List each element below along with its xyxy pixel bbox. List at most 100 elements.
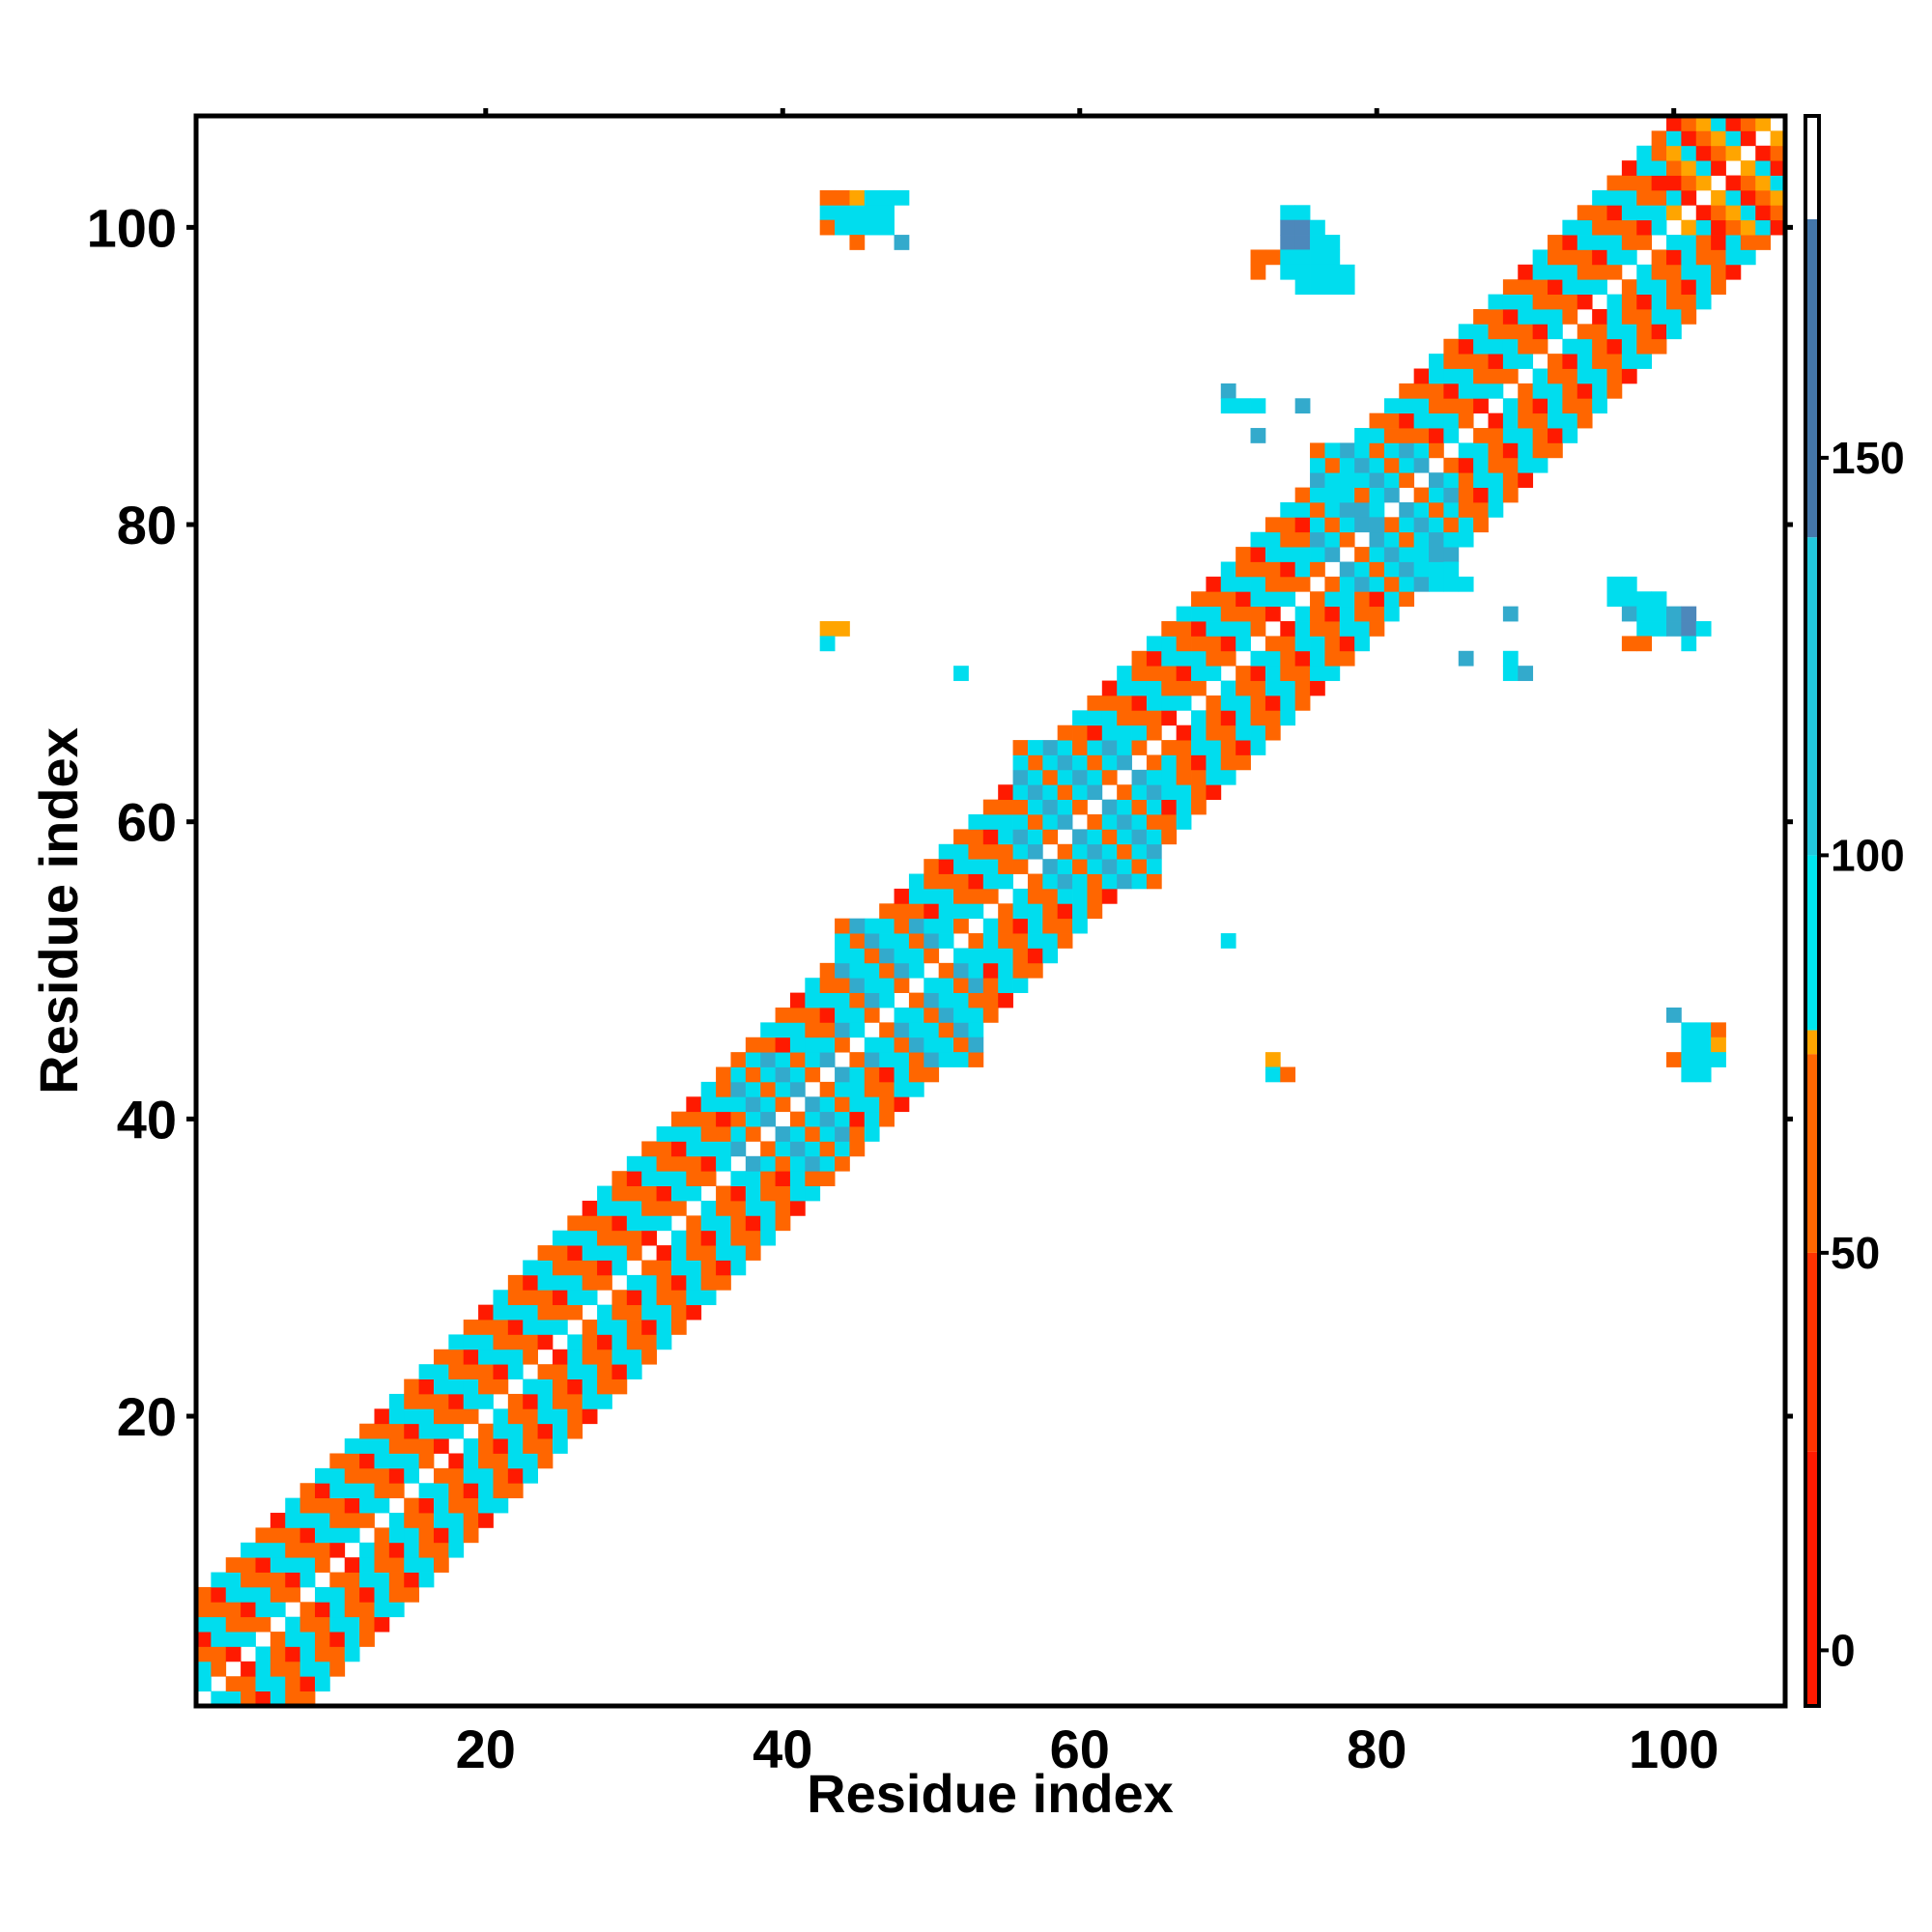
heatmap-cell xyxy=(1473,487,1489,503)
heatmap-cell xyxy=(567,1260,583,1276)
heatmap-cell xyxy=(1740,130,1756,147)
heatmap-cell xyxy=(1012,740,1029,755)
heatmap-cell xyxy=(849,1111,866,1127)
heatmap-cell xyxy=(1532,338,1548,355)
heatmap-cell xyxy=(656,1304,672,1321)
heatmap-cell xyxy=(745,1081,761,1097)
heatmap-cell xyxy=(1666,606,1682,622)
heatmap-cell xyxy=(1339,636,1355,652)
heatmap-cell xyxy=(760,1200,776,1216)
heatmap-cell xyxy=(775,1096,791,1113)
heatmap-cell xyxy=(404,1557,419,1573)
heatmap-cell xyxy=(478,1467,494,1484)
heatmap-cell xyxy=(745,1171,761,1186)
heatmap-cell xyxy=(1636,175,1653,191)
heatmap-cell xyxy=(537,1453,554,1469)
heatmap-cell xyxy=(493,1304,509,1321)
heatmap-cell xyxy=(1383,472,1400,488)
heatmap-cell xyxy=(938,918,954,934)
heatmap-cell xyxy=(285,1586,301,1603)
heatmap-cell xyxy=(1101,695,1118,711)
heatmap-cell xyxy=(1354,517,1370,533)
heatmap-cell xyxy=(478,1304,494,1321)
heatmap-cell xyxy=(1339,279,1355,295)
heatmap-cell xyxy=(982,873,999,890)
heatmap-cell xyxy=(953,1052,969,1067)
heatmap-cell xyxy=(1236,591,1251,608)
heatmap-cell xyxy=(1191,740,1207,755)
heatmap-cell xyxy=(270,1646,286,1662)
heatmap-cell xyxy=(1383,547,1400,562)
heatmap-cell xyxy=(1161,829,1178,845)
heatmap-cell xyxy=(1488,324,1504,340)
heatmap-cell xyxy=(1369,517,1385,533)
heatmap-cell xyxy=(255,1542,271,1558)
heatmap-cell xyxy=(1725,175,1742,191)
heatmap-cell xyxy=(1146,650,1162,667)
heatmap-cell xyxy=(700,1245,717,1261)
heatmap-cell xyxy=(552,1364,568,1379)
heatmap-cell xyxy=(1548,279,1563,295)
heatmap-cell xyxy=(1072,888,1088,904)
heatmap-cell xyxy=(700,1215,717,1232)
heatmap-cell xyxy=(1502,294,1519,310)
heatmap-cell xyxy=(433,1483,449,1499)
heatmap-cell xyxy=(1502,606,1519,622)
heatmap-cell xyxy=(894,1052,910,1067)
heatmap-cell xyxy=(299,1497,316,1514)
heatmap-cell xyxy=(1606,264,1623,280)
heatmap-cell xyxy=(1518,324,1534,340)
heatmap-cell xyxy=(611,1304,628,1321)
heatmap-cell xyxy=(1473,398,1489,414)
heatmap-cell xyxy=(1443,368,1460,384)
heatmap-cell xyxy=(523,1334,538,1350)
heatmap-cell xyxy=(1502,338,1519,355)
heatmap-cell xyxy=(1206,650,1222,667)
heatmap-cell xyxy=(507,1304,524,1321)
heatmap-cell xyxy=(849,992,866,1009)
heatmap-cell xyxy=(1057,814,1073,830)
heatmap-cell xyxy=(1518,354,1534,369)
heatmap-cell xyxy=(1651,160,1667,176)
heatmap-cell xyxy=(700,1155,717,1172)
heatmap-cell xyxy=(493,1378,509,1395)
heatmap-cell xyxy=(1206,695,1222,711)
heatmap-cell xyxy=(448,1497,465,1514)
heatmap-cell xyxy=(879,918,895,934)
heatmap-cell xyxy=(656,1126,672,1142)
heatmap-cell xyxy=(1621,205,1637,221)
heatmap-cell xyxy=(775,1141,791,1157)
heatmap-cell xyxy=(775,1037,791,1053)
heatmap-cell xyxy=(1220,724,1236,741)
heatmap-cell xyxy=(1087,829,1103,845)
heatmap-cell xyxy=(567,1290,583,1306)
heatmap-cell xyxy=(1755,160,1772,176)
heatmap-cell xyxy=(1027,918,1043,934)
heatmap-cell xyxy=(879,219,895,236)
heatmap-cell xyxy=(493,1320,509,1335)
heatmap-cell xyxy=(1666,130,1682,147)
heatmap-cell xyxy=(1206,576,1222,592)
heatmap-cell xyxy=(1131,843,1148,860)
heatmap-cell xyxy=(1250,531,1266,548)
heatmap-cell xyxy=(1146,680,1162,696)
heatmap-cell xyxy=(1042,754,1059,771)
heatmap-cell xyxy=(923,1052,940,1067)
heatmap-cell xyxy=(1339,650,1355,667)
heatmap-cell xyxy=(507,1453,524,1469)
heatmap-cell xyxy=(285,1513,301,1528)
heatmap-cell xyxy=(388,1423,405,1439)
heatmap-cell xyxy=(537,1304,554,1321)
heatmap-cell xyxy=(388,1483,405,1499)
heatmap-cell xyxy=(1621,279,1637,295)
heatmap-cell xyxy=(1651,279,1667,295)
heatmap-cell xyxy=(1236,561,1251,578)
heatmap-cell xyxy=(1740,235,1756,250)
heatmap-cell xyxy=(745,1230,761,1246)
heatmap-cell xyxy=(1146,769,1162,785)
heatmap-cell xyxy=(1458,442,1474,459)
heatmap-cell xyxy=(953,873,969,890)
heatmap-cell xyxy=(1711,116,1726,131)
heatmap-cell xyxy=(789,1052,806,1067)
heatmap-cell xyxy=(1191,680,1207,696)
